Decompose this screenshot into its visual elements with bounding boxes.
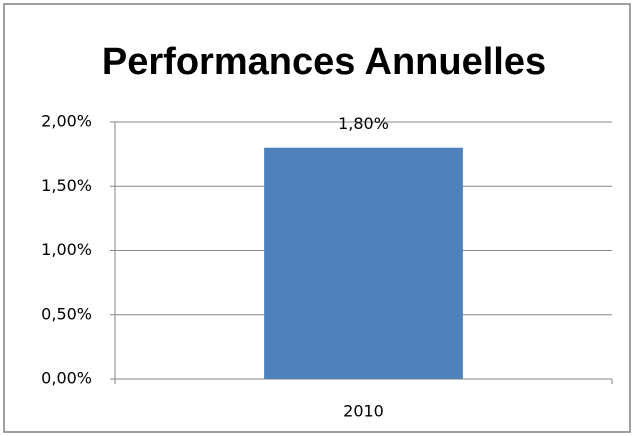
y-tick-label: 1,00% <box>41 240 92 259</box>
bar <box>264 147 463 379</box>
y-tick-label: 0,50% <box>41 304 92 323</box>
data-label: 1,80% <box>338 114 389 133</box>
y-tick-label: 2,00% <box>41 112 92 131</box>
chart-title: Performances Annuelles <box>102 41 546 83</box>
x-tick-label: 2010 <box>343 402 384 421</box>
y-tick-label: 1,50% <box>41 176 92 195</box>
y-tick-label: 0,00% <box>41 369 92 388</box>
